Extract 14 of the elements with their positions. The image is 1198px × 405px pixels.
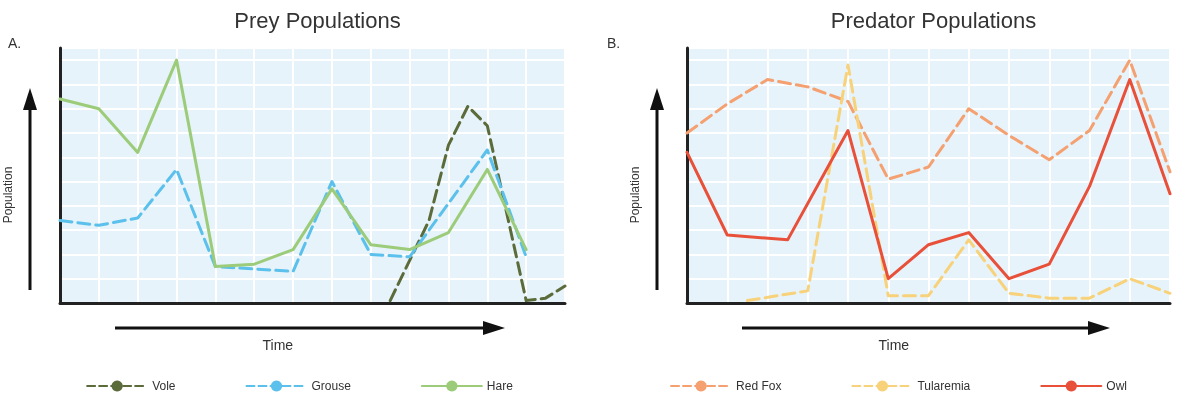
legend-label: Red Fox xyxy=(736,379,782,393)
legend-label: Tularemia xyxy=(917,379,971,393)
chart-title: Predator Populations xyxy=(830,7,1037,33)
text: A. xyxy=(8,35,22,51)
x-axis-title: Time xyxy=(878,337,910,353)
x-axis-title: Time xyxy=(262,337,294,353)
y-axis-title: Population xyxy=(1,166,15,224)
text: B. xyxy=(607,35,621,51)
legend-label: Owl xyxy=(1106,379,1127,393)
legend-label: Hare xyxy=(486,379,514,393)
chart-title: Prey Populations xyxy=(234,7,401,33)
legend-label: Vole xyxy=(152,379,176,393)
y-axis-title: Population xyxy=(628,166,642,224)
legend-label: Grouse xyxy=(311,379,352,393)
